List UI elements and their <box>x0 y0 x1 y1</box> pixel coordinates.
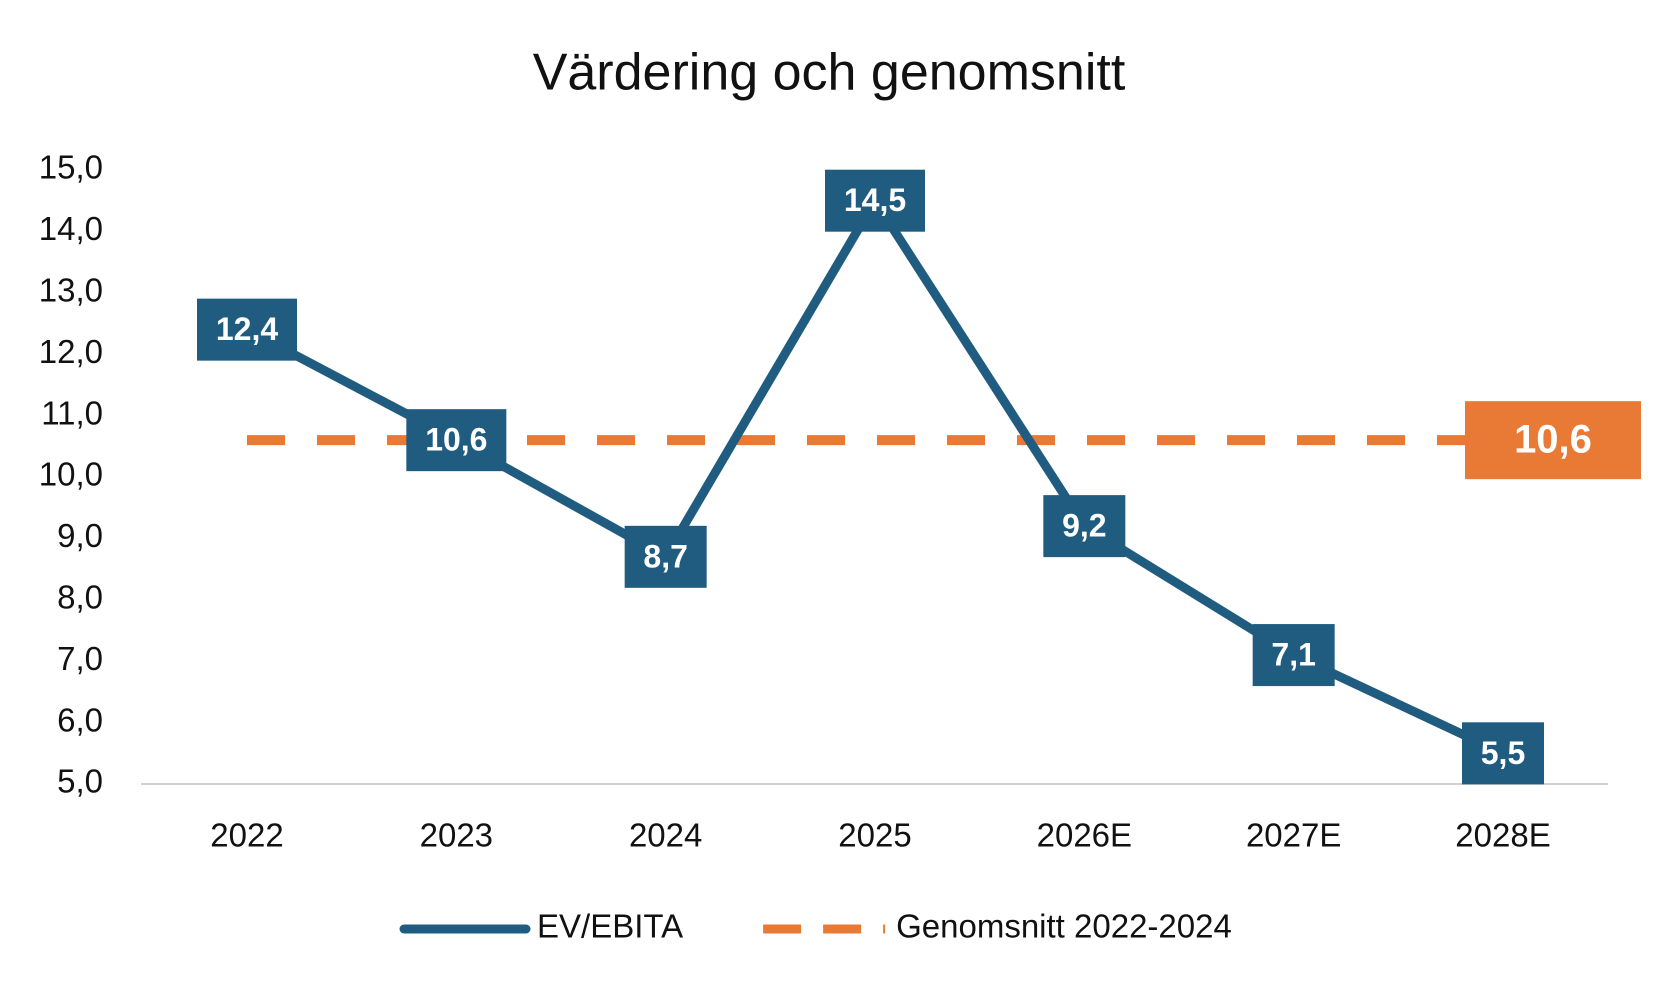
data-label: 10,6 <box>425 422 487 458</box>
x-tick-label: 2028E <box>1455 817 1550 854</box>
data-label-box <box>825 169 925 232</box>
y-tick-label: 12,0 <box>39 333 103 370</box>
y-tick-label: 13,0 <box>39 272 103 309</box>
y-tick-label: 7,0 <box>57 640 103 677</box>
average-label-box <box>1465 401 1641 480</box>
data-label: 12,4 <box>216 311 278 347</box>
data-label: 7,1 <box>1271 637 1315 673</box>
y-tick-label: 11,0 <box>41 394 103 431</box>
data-label-box <box>406 409 507 472</box>
y-tick-label: 8,0 <box>57 579 103 616</box>
data-label-box <box>1252 624 1335 687</box>
x-tick-label: 2023 <box>420 817 493 854</box>
y-tick-label: 9,0 <box>57 517 103 554</box>
data-label: 8,7 <box>643 538 687 574</box>
y-tick-label: 6,0 <box>57 701 103 738</box>
y-tick-label: 5,0 <box>57 763 103 800</box>
legend-label: EV/EBITA <box>537 908 683 945</box>
data-label: 9,2 <box>1062 508 1106 544</box>
x-tick-label: 2022 <box>210 817 283 854</box>
x-tick-label: 2027E <box>1246 817 1341 854</box>
data-label-box <box>624 525 707 588</box>
y-tick-label: 10,0 <box>39 456 103 493</box>
y-tick-label: 15,0 <box>39 149 103 186</box>
x-tick-label: 2026E <box>1037 817 1132 854</box>
legend-label: Genomsnitt 2022-2024 <box>896 908 1232 945</box>
y-tick-label: 14,0 <box>39 210 103 247</box>
data-label-box <box>197 298 297 361</box>
data-label-box <box>1462 722 1544 785</box>
data-label: 5,5 <box>1481 735 1525 771</box>
data-label: 14,5 <box>844 182 906 218</box>
x-tick-label: 2024 <box>629 817 702 854</box>
data-label-box <box>1043 495 1126 558</box>
chart-title: Värdering och genomsnitt <box>533 44 1126 102</box>
average-label: 10,6 <box>1514 418 1592 462</box>
x-tick-label: 2025 <box>838 817 911 854</box>
